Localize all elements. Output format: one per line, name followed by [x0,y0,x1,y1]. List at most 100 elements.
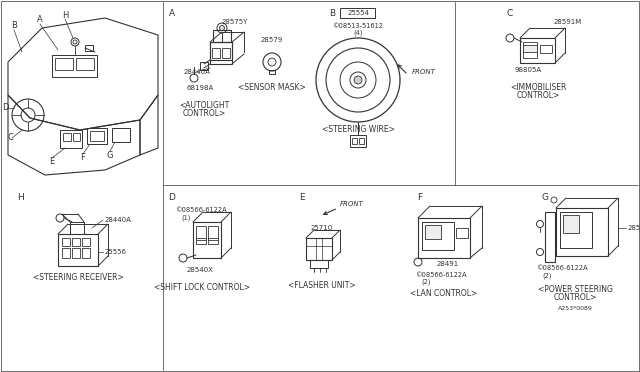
Text: 25710: 25710 [311,225,333,231]
Text: 28440A: 28440A [105,217,132,223]
Text: ©08566-6122A: ©08566-6122A [536,265,588,271]
Bar [208,226,218,240]
Bar [213,30,231,42]
Bar [310,260,328,268]
Bar [85,45,93,51]
Bar [306,238,332,260]
Text: G: G [541,193,548,202]
Bar [112,128,130,142]
Text: F: F [81,154,85,163]
Bar [545,212,555,262]
Bar [52,55,97,77]
Bar [58,234,98,266]
Text: B: B [329,10,335,19]
Bar [60,130,82,148]
Bar [560,212,592,248]
Circle shape [354,76,362,84]
Text: <FLASHER UNIT>: <FLASHER UNIT> [288,282,356,291]
Bar [359,138,364,144]
Bar [222,48,230,58]
Bar [73,133,80,141]
Bar [87,128,107,144]
Text: (2): (2) [421,279,431,285]
Text: E: E [49,157,54,167]
Text: A: A [169,10,175,19]
Bar [520,38,555,63]
Bar [418,218,470,258]
Text: H: H [17,193,24,202]
Text: 25554: 25554 [347,10,369,16]
Text: (4): (4) [353,30,363,36]
Text: FRONT: FRONT [340,201,364,207]
Bar [208,238,218,244]
Bar [352,138,357,144]
Text: FRONT: FRONT [412,69,436,75]
Text: D: D [2,103,8,112]
Text: C: C [7,134,13,142]
Text: 28540X: 28540X [187,267,213,273]
Text: ©08513-51612: ©08513-51612 [333,23,383,29]
Circle shape [220,26,225,31]
Text: <STEERING WIRE>: <STEERING WIRE> [321,125,394,135]
Text: <AUTOLIGHT: <AUTOLIGHT [179,100,229,109]
Bar [72,248,80,258]
Text: G: G [107,151,113,160]
Text: 28579: 28579 [261,37,283,43]
Text: F: F [417,193,422,202]
Bar [425,225,441,239]
Text: A: A [37,16,43,25]
Text: C: C [507,10,513,19]
Text: 28440A: 28440A [184,69,211,75]
Text: <STEERING RECEIVER>: <STEERING RECEIVER> [33,273,124,282]
Text: CONTROL>: CONTROL> [516,92,559,100]
Bar [200,62,208,70]
Bar [556,208,608,256]
Text: 98805A: 98805A [515,67,541,73]
Bar [523,45,537,52]
Text: B: B [11,22,17,31]
Text: 28575Y: 28575Y [222,19,248,25]
Bar [90,131,104,141]
Bar [540,45,552,53]
Text: 28500: 28500 [628,225,640,231]
Text: 28491: 28491 [437,261,459,267]
Bar [196,226,206,240]
Bar [76,58,94,70]
Bar [62,248,70,258]
Bar [70,222,84,234]
Text: H: H [62,10,68,19]
Text: 28591M: 28591M [554,19,582,25]
Text: ©08566-6122A: ©08566-6122A [175,207,227,213]
Text: 25556: 25556 [105,249,127,255]
Bar [72,238,80,246]
Text: <LAN CONTROL>: <LAN CONTROL> [410,289,477,298]
Bar [350,135,366,147]
Circle shape [268,58,276,66]
Bar [523,42,537,58]
Text: (2): (2) [542,273,552,279]
Bar [193,222,221,258]
Bar [63,133,71,141]
Bar [62,238,70,246]
Text: 68198A: 68198A [186,85,214,91]
Bar [210,42,232,64]
Text: <SHIFT LOCK CONTROL>: <SHIFT LOCK CONTROL> [154,283,250,292]
Bar [212,48,220,58]
Bar [563,215,579,233]
Bar [82,238,90,246]
Bar [340,8,375,18]
Bar [269,70,275,74]
Bar [422,222,454,250]
Text: <SENSOR MASK>: <SENSOR MASK> [238,83,306,93]
Bar [55,58,73,70]
Text: ©08566-6122A: ©08566-6122A [415,272,467,278]
Text: D: D [168,193,175,202]
Bar [82,248,90,258]
Text: <IMMOBILISER: <IMMOBILISER [510,83,566,93]
Text: CONTROL>: CONTROL> [554,294,596,302]
Bar [196,238,206,244]
Text: CONTROL>: CONTROL> [182,109,226,118]
Bar [210,42,232,60]
Text: A253*0089: A253*0089 [557,305,593,311]
Bar [456,228,468,238]
